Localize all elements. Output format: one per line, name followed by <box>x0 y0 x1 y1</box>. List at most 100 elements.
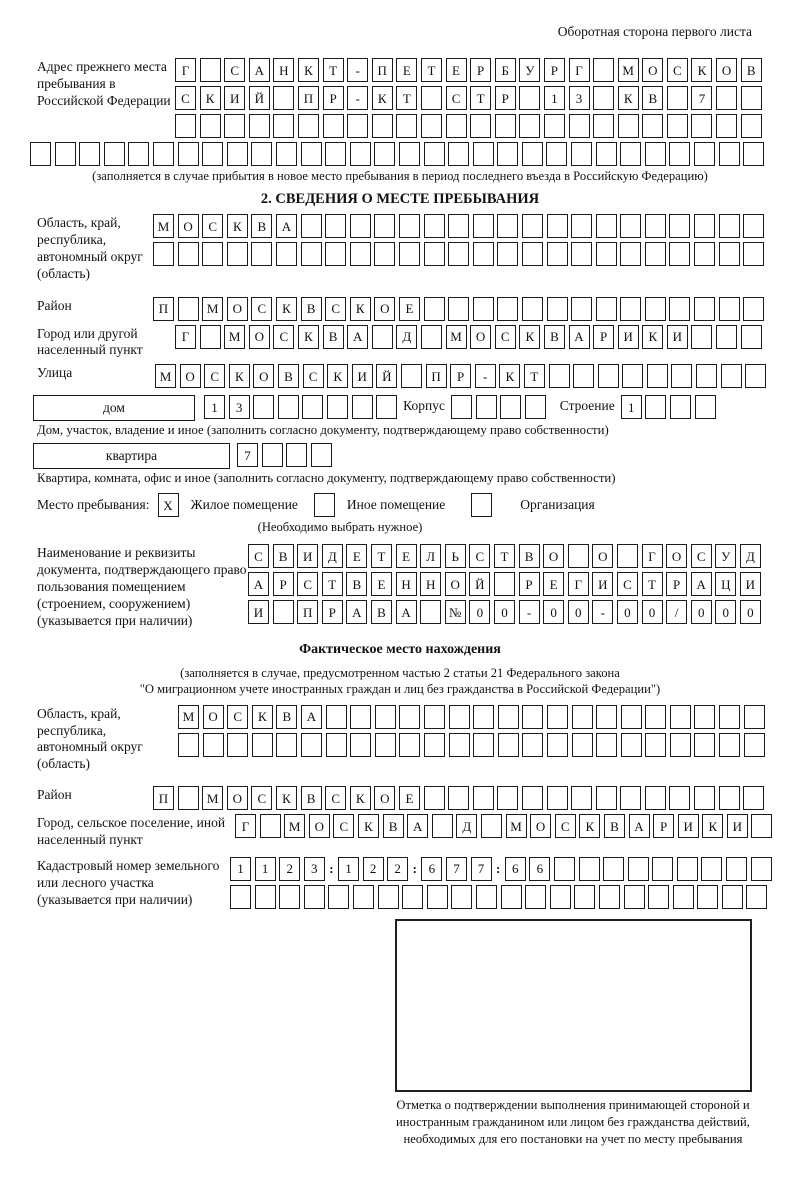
char-cell[interactable] <box>448 296 470 321</box>
char-cell[interactable] <box>177 786 199 811</box>
char-cell[interactable]: К <box>297 58 319 82</box>
char-cell[interactable] <box>199 324 221 349</box>
char-cell[interactable]: Ц <box>715 572 737 597</box>
char-cell[interactable]: Н <box>273 58 295 82</box>
char-cell[interactable] <box>351 395 373 420</box>
char-cell[interactable]: А <box>347 324 369 349</box>
char-cell[interactable] <box>622 364 644 389</box>
char-cell[interactable]: 0 <box>543 600 565 625</box>
char-cell[interactable]: С <box>666 58 688 82</box>
char-cell[interactable] <box>596 732 618 757</box>
char-cell[interactable] <box>740 86 762 110</box>
char-cell[interactable] <box>548 364 570 389</box>
char-cell[interactable]: Т <box>321 572 343 597</box>
char-cell[interactable] <box>669 142 691 166</box>
char-cell[interactable]: А <box>346 600 368 625</box>
char-cell[interactable]: И <box>666 324 688 349</box>
char-cell[interactable]: М <box>224 324 246 349</box>
char-cell[interactable]: В <box>276 704 298 729</box>
char-cell[interactable]: Т <box>523 364 545 389</box>
char-cell[interactable] <box>30 142 51 166</box>
char-cell[interactable] <box>603 856 625 881</box>
char-cell[interactable]: Д <box>321 544 343 569</box>
char-cell[interactable] <box>593 58 615 82</box>
char-cell[interactable]: - <box>474 364 496 389</box>
char-cell[interactable] <box>745 364 767 389</box>
char-cell[interactable] <box>374 704 396 729</box>
char-cell[interactable]: 1 <box>620 395 642 420</box>
char-cell[interactable] <box>472 242 494 266</box>
char-cell[interactable]: 2 <box>387 856 409 881</box>
char-cell[interactable] <box>277 395 299 420</box>
char-cell[interactable]: К <box>349 786 371 811</box>
char-cell[interactable]: Е <box>543 572 565 597</box>
char-cell[interactable] <box>500 884 522 909</box>
char-cell[interactable]: Й <box>376 364 398 389</box>
char-cell[interactable] <box>567 544 589 569</box>
char-cell[interactable]: К <box>357 814 379 839</box>
char-cell[interactable] <box>54 142 76 166</box>
char-cell[interactable] <box>716 86 738 110</box>
char-cell[interactable]: Г <box>175 58 196 82</box>
char-cell[interactable] <box>448 732 470 757</box>
char-cell[interactable]: 2 <box>279 856 301 881</box>
char-cell[interactable] <box>694 395 716 420</box>
char-cell[interactable] <box>497 786 519 811</box>
char-cell[interactable] <box>253 395 275 420</box>
char-cell[interactable] <box>718 142 740 166</box>
char-cell[interactable] <box>691 114 713 138</box>
char-cell[interactable] <box>595 786 617 811</box>
char-cell[interactable] <box>276 732 298 757</box>
char-cell[interactable] <box>420 324 442 349</box>
char-cell[interactable] <box>273 114 295 138</box>
char-cell[interactable]: О <box>470 324 492 349</box>
char-cell[interactable] <box>420 600 442 625</box>
char-cell[interactable] <box>573 364 595 389</box>
char-cell[interactable]: Р <box>666 572 688 597</box>
char-cell[interactable] <box>472 214 494 238</box>
char-cell[interactable]: / <box>666 600 688 625</box>
char-cell[interactable] <box>371 324 393 349</box>
char-cell[interactable] <box>400 364 422 389</box>
char-cell[interactable] <box>300 214 322 238</box>
char-cell[interactable]: Г <box>175 324 196 349</box>
char-cell[interactable]: - <box>347 58 369 82</box>
char-cell[interactable]: В <box>277 364 299 389</box>
char-cell[interactable]: П <box>425 364 447 389</box>
char-cell[interactable] <box>521 786 543 811</box>
char-cell[interactable]: И <box>297 544 319 569</box>
char-cell[interactable]: Е <box>370 572 392 597</box>
char-cell[interactable] <box>472 786 494 811</box>
char-cell[interactable] <box>546 786 568 811</box>
char-cell[interactable]: К <box>226 214 248 238</box>
char-cell[interactable] <box>423 732 445 757</box>
char-cell[interactable] <box>596 704 618 729</box>
char-cell[interactable] <box>743 786 765 811</box>
char-cell[interactable] <box>620 786 642 811</box>
char-cell[interactable] <box>226 242 248 266</box>
char-cell[interactable]: А <box>248 572 269 597</box>
char-cell[interactable]: У <box>715 544 737 569</box>
char-cell[interactable] <box>521 296 543 321</box>
char-cell[interactable]: М <box>202 296 224 321</box>
char-cell[interactable] <box>521 214 543 238</box>
char-cell[interactable] <box>230 884 251 909</box>
char-cell[interactable]: О <box>253 364 275 389</box>
char-cell[interactable] <box>423 242 445 266</box>
char-cell[interactable] <box>571 704 593 729</box>
char-cell[interactable] <box>480 814 502 839</box>
char-cell[interactable] <box>620 242 642 266</box>
char-cell[interactable] <box>571 732 593 757</box>
char-cell[interactable] <box>396 114 418 138</box>
char-cell[interactable] <box>494 114 516 138</box>
char-cell[interactable] <box>726 856 748 881</box>
char-cell[interactable] <box>349 214 371 238</box>
char-cell[interactable]: А <box>628 814 650 839</box>
char-cell[interactable]: К <box>275 786 297 811</box>
char-cell[interactable] <box>669 296 691 321</box>
char-cell[interactable]: М <box>445 324 467 349</box>
char-cell[interactable] <box>743 214 765 238</box>
char-cell[interactable]: П <box>153 296 174 321</box>
char-cell[interactable]: И <box>617 324 639 349</box>
char-cell[interactable] <box>178 732 199 757</box>
